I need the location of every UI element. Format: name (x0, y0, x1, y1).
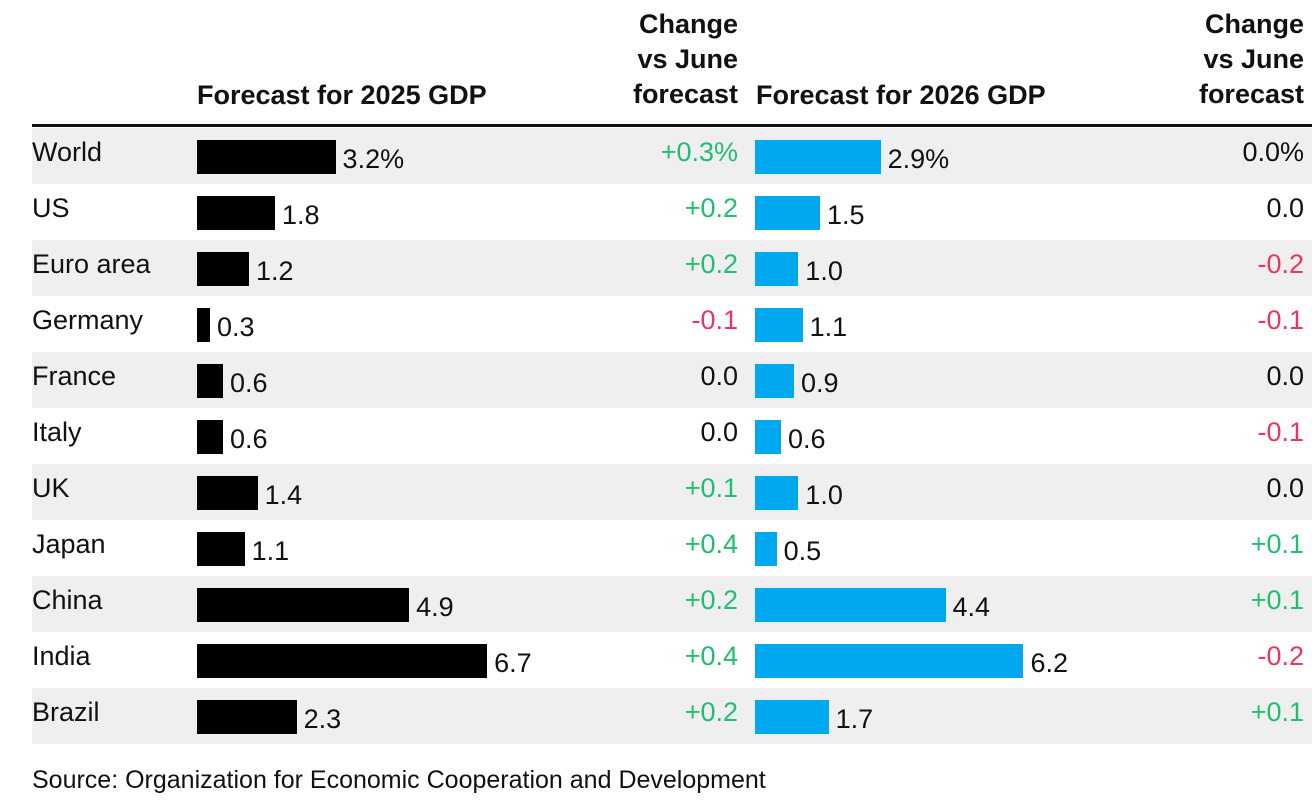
bar-2025 (197, 532, 245, 566)
change-label-2025: +0.1 (684, 473, 738, 503)
value-label-2025: 0.6 (229, 424, 268, 454)
bar-2026 (755, 476, 799, 510)
change-label-2026: 0.0 (1266, 361, 1304, 391)
change-label-2026: -0.2 (1257, 249, 1304, 279)
value-label-2025: 6.7 (494, 648, 532, 678)
bar-2026 (755, 140, 881, 174)
bar-2026 (755, 252, 799, 286)
change-label-2025: +0.4 (684, 529, 738, 559)
table-row: France 0.6 0.0 0.9 0.0 (32, 352, 1312, 408)
change-label-2025: +0.2 (684, 697, 738, 727)
table-row: Italy 0.6 0.0 0.6 -0.1 (32, 408, 1312, 464)
value-label-2025: 1.2 (255, 256, 294, 286)
bar-2025 (197, 588, 410, 622)
value-label-2026: 1.1 (809, 312, 848, 342)
bar-2025 (197, 420, 223, 454)
change-label-2025: +0.2 (684, 585, 738, 615)
country-label: US (32, 193, 70, 223)
change-label-2025: 0.0 (700, 417, 738, 447)
bar-2025 (197, 644, 488, 678)
country-label: China (32, 585, 103, 615)
value-label-2026: 6.2 (1030, 648, 1068, 678)
value-label-2026: 1.0 (805, 480, 843, 510)
change-label-2026: -0.1 (1257, 305, 1304, 335)
change-label-2026: -0.1 (1257, 417, 1304, 447)
country-label: Germany (32, 305, 144, 335)
table-row: UK 1.4 +0.1 1.0 0.0 (32, 464, 1312, 520)
bar-2025 (197, 252, 249, 286)
bar-2025 (197, 308, 210, 342)
value-label-2026: 2.9% (887, 144, 950, 174)
value-label-2025: 3.2% (342, 144, 405, 174)
value-label-2026: 1.7 (835, 704, 874, 734)
country-label: Brazil (32, 697, 100, 727)
change-label-2026: -0.2 (1257, 641, 1304, 671)
value-label-2025: 2.3 (303, 704, 342, 734)
value-label-2026: 1.5 (826, 200, 865, 230)
change-label-2025: 0.0 (700, 361, 738, 391)
country-label: Italy (32, 417, 82, 447)
value-label-2025: 1.1 (251, 536, 290, 566)
country-label: Euro area (32, 249, 151, 279)
bar-2025 (197, 364, 223, 398)
value-label-2026: 1.0 (805, 256, 843, 286)
change-label-2025: +0.2 (684, 193, 738, 223)
change-label-2026: +0.1 (1250, 529, 1304, 559)
value-label-2025: 1.4 (264, 480, 303, 510)
change-label-2025: +0.4 (684, 641, 738, 671)
table-row: Germany 0.3 -0.1 1.1 -0.1 (32, 296, 1312, 352)
value-label-2026: 0.5 (783, 536, 822, 566)
source-note: Source: Organization for Economic Cooper… (32, 766, 766, 794)
change-label-2025: +0.2 (684, 249, 738, 279)
bar-2026 (755, 532, 777, 566)
header-rule (32, 124, 1312, 127)
change-label-2025: +0.3% (660, 137, 738, 167)
bar-2025 (197, 140, 336, 174)
country-label: Japan (32, 529, 106, 559)
value-label-2025: 0.3 (216, 312, 255, 342)
bar-2026 (755, 588, 946, 622)
value-label-2025: 0.6 (229, 368, 268, 398)
value-label-2026: 0.9 (800, 368, 839, 398)
country-label: World (32, 137, 103, 167)
bar-2025 (197, 700, 297, 734)
table-row: World 3.2% +0.3% 2.9% 0.0% (32, 128, 1312, 184)
bar-2026 (755, 308, 803, 342)
value-label-2026: 0.6 (787, 424, 826, 454)
table-row: Japan 1.1 +0.4 0.5 +0.1 (32, 520, 1312, 576)
table-row: China 4.9 +0.2 4.4 +0.1 (32, 576, 1312, 632)
bar-2026 (755, 364, 794, 398)
country-label: UK (32, 473, 70, 503)
table-row: US 1.8 +0.2 1.5 0.0 (32, 184, 1312, 240)
bar-2026 (755, 420, 781, 454)
bar-2025 (197, 476, 258, 510)
header-change-2025: Change vs June forecast (632, 9, 738, 109)
table-row: Brazil 2.3 +0.2 1.7 +0.1 (32, 688, 1312, 744)
value-label-2026: 4.4 (952, 592, 991, 622)
change-label-2026: +0.1 (1250, 585, 1304, 615)
table-row: Euro area 1.2 +0.2 1.0 -0.2 (32, 240, 1312, 296)
table-row: India 6.7 +0.4 6.2 -0.2 (32, 632, 1312, 688)
change-label-2025: -0.1 (691, 305, 738, 335)
change-label-2026: 0.0 (1266, 473, 1304, 503)
bar-2026 (755, 196, 820, 230)
bar-2026 (755, 700, 829, 734)
bar-2025 (197, 196, 275, 230)
country-label: India (32, 641, 91, 671)
value-label-2025: 4.9 (416, 592, 454, 622)
bar-2026 (755, 644, 1024, 678)
change-label-2026: 0.0% (1242, 137, 1304, 167)
country-label: France (32, 361, 117, 391)
change-label-2026: 0.0 (1266, 193, 1304, 223)
header-change-2026: Change vs June forecast (1198, 9, 1304, 109)
header-forecast-2025: Forecast for 2025 GDP (197, 80, 487, 110)
value-label-2025: 1.8 (281, 200, 320, 230)
header-forecast-2026: Forecast for 2026 GDP (756, 80, 1046, 110)
change-label-2026: +0.1 (1250, 697, 1304, 727)
